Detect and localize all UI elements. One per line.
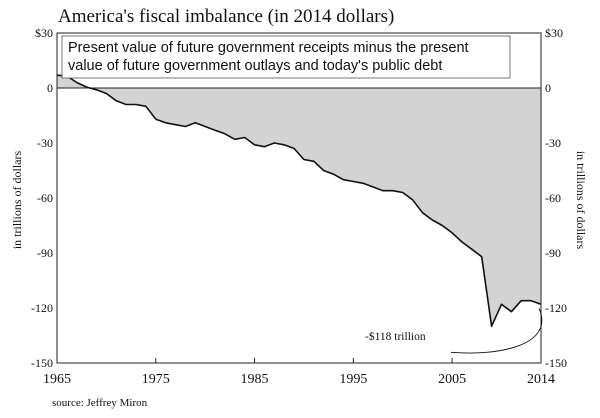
y-tick-right: -150 bbox=[545, 356, 567, 370]
y-axis-right-ticks: $30 0 -30 -60 -90 -120 -150 bbox=[545, 26, 567, 370]
y-axis-label-left: in trillions of dollars bbox=[10, 151, 24, 250]
y-axis-label-right: in trillions of dollars bbox=[574, 151, 588, 250]
annotation-callout bbox=[450, 308, 543, 354]
chart-title: America's fiscal imbalance (in 2014 doll… bbox=[58, 6, 394, 27]
y-axis-left-ticks: $30 0 -30 -60 -90 -120 -150 bbox=[31, 26, 53, 370]
x-tick-label: 1975 bbox=[142, 372, 170, 387]
imbalance-area bbox=[57, 75, 541, 327]
x-tick-label: 1985 bbox=[241, 372, 269, 387]
source-note: source: Jeffrey Miron bbox=[52, 397, 148, 409]
y-tick-right: $30 bbox=[545, 26, 563, 40]
y-tick-right: -30 bbox=[545, 136, 561, 150]
y-tick-left: -90 bbox=[37, 246, 53, 260]
y-tick-left: -150 bbox=[31, 356, 53, 370]
subtitle-box bbox=[61, 35, 511, 79]
x-tick-label: 1965 bbox=[43, 372, 71, 387]
subtitle-line-1: Present value of future government recei… bbox=[68, 40, 469, 56]
y-tick-right: 0 bbox=[545, 81, 551, 95]
y-tick-right: -90 bbox=[545, 246, 561, 260]
y-tick-left: $30 bbox=[35, 26, 53, 40]
subtitle-line-2: value of future government outlays and t… bbox=[68, 58, 442, 74]
x-tick-label: 2005 bbox=[438, 372, 466, 387]
imbalance-line bbox=[56, 74, 542, 328]
plot-frame bbox=[56, 32, 542, 364]
x-axis-ticks: 1965 1975 1985 1995 2005 2014 bbox=[43, 358, 555, 387]
x-tick-label: 1995 bbox=[339, 372, 367, 387]
y-tick-left: -30 bbox=[37, 136, 53, 150]
y-tick-left: -120 bbox=[31, 301, 53, 315]
y-tick-left: 0 bbox=[47, 81, 53, 95]
x-tick-label: 2014 bbox=[527, 372, 555, 387]
y-tick-left: -60 bbox=[37, 191, 53, 205]
y-tick-right: -60 bbox=[545, 191, 561, 205]
annotation-label: -$118 trillion bbox=[365, 330, 426, 343]
y-tick-right: -120 bbox=[545, 301, 567, 315]
